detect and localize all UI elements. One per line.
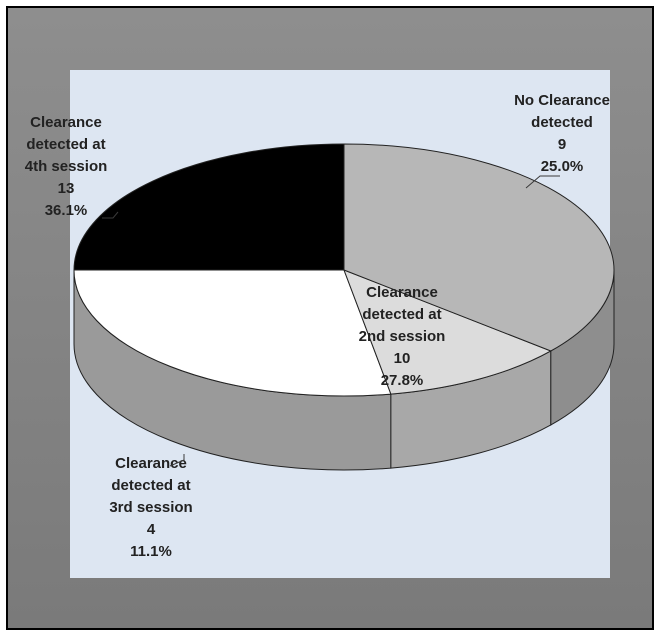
slice-label-line: Clearance [115,455,187,472]
slice-label-line: 13 [58,180,75,197]
slice-label-line: 4 [147,521,156,538]
slice-label-line: detected at [26,136,105,153]
slice-label-line: 2nd session [359,328,446,345]
slice-label-line: 11.1% [130,543,172,560]
slice-label: Clearance detected at 3rd session 4 11.1% [109,455,192,560]
slice-label-line: 25.0% [541,158,584,175]
leader-line-4th-session [102,211,119,219]
slice-label-line: detected at [111,477,190,494]
pie-slice [343,143,615,352]
slice-label-line: detected at [362,306,441,323]
slice-label: Clearance detected at 2nd session 10 27.8% [359,284,446,389]
slice-label-line: 9 [558,136,566,153]
slice-label-line: detected [531,114,593,131]
slice-label-line: 10 [394,350,411,367]
leader-line-3rd-session [169,454,185,467]
pie-slice [73,143,345,271]
slice-label: No Clearance detected 9 25.0% [514,92,610,175]
slice-label-line: 27.8% [381,372,424,389]
chart-panel: No Clearance detected 9 25.0% Clearance detec… [6,6,654,630]
slice-label: Clearance detected at 4th session 13 36.1% [25,114,108,219]
pie-chart: No Clearance detected 9 25.0% Clearance detec… [8,8,652,628]
slice-label-line: No Clearance [514,92,610,109]
slice-label-line: Clearance [366,284,438,301]
slice-label-line: 36.1% [45,202,88,219]
slice-label-line: 4th session [25,158,108,175]
pie-slice [73,269,392,397]
pie-slice [343,269,553,395]
slice-label-line: Clearance [30,114,102,131]
slice-label-line: 3rd session [109,499,192,516]
leader-line-no-clearance [525,175,560,189]
